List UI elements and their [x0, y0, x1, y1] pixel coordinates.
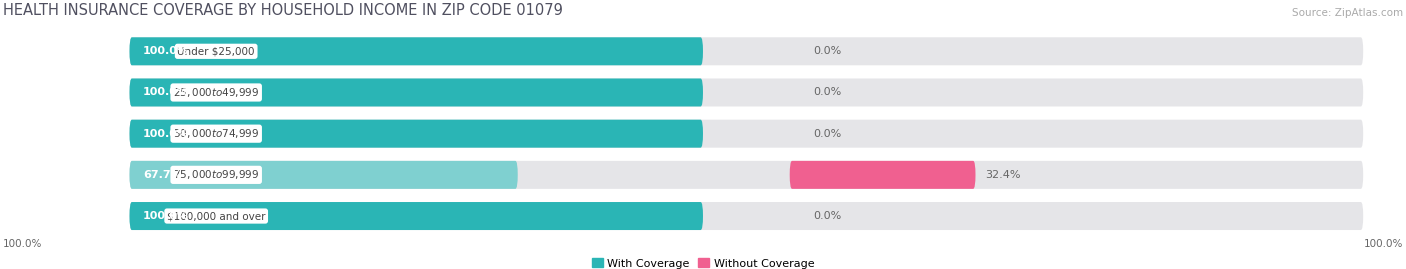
FancyBboxPatch shape: [129, 161, 1364, 189]
FancyBboxPatch shape: [129, 202, 703, 230]
Text: $100,000 and over: $100,000 and over: [167, 211, 266, 221]
Text: Source: ZipAtlas.com: Source: ZipAtlas.com: [1292, 8, 1403, 17]
FancyBboxPatch shape: [129, 202, 1364, 230]
Text: 0.0%: 0.0%: [813, 87, 841, 97]
Text: 100.0%: 100.0%: [143, 46, 188, 56]
FancyBboxPatch shape: [129, 79, 703, 107]
Text: $50,000 to $74,999: $50,000 to $74,999: [173, 127, 259, 140]
Text: 100.0%: 100.0%: [3, 239, 42, 249]
Text: 0.0%: 0.0%: [813, 129, 841, 139]
Text: 0.0%: 0.0%: [813, 211, 841, 221]
Text: 100.0%: 100.0%: [143, 211, 188, 221]
Text: HEALTH INSURANCE COVERAGE BY HOUSEHOLD INCOME IN ZIP CODE 01079: HEALTH INSURANCE COVERAGE BY HOUSEHOLD I…: [3, 2, 562, 17]
FancyBboxPatch shape: [129, 79, 1364, 107]
FancyBboxPatch shape: [129, 161, 517, 189]
Text: 100.0%: 100.0%: [1364, 239, 1403, 249]
FancyBboxPatch shape: [129, 120, 703, 148]
FancyBboxPatch shape: [790, 161, 976, 189]
Text: $75,000 to $99,999: $75,000 to $99,999: [173, 168, 259, 181]
FancyBboxPatch shape: [129, 37, 703, 65]
Text: 100.0%: 100.0%: [143, 129, 188, 139]
Legend: With Coverage, Without Coverage: With Coverage, Without Coverage: [592, 258, 814, 268]
Text: 32.4%: 32.4%: [986, 170, 1021, 180]
Text: Under $25,000: Under $25,000: [177, 46, 254, 56]
FancyBboxPatch shape: [129, 37, 1364, 65]
Text: 0.0%: 0.0%: [813, 46, 841, 56]
Text: 67.7%: 67.7%: [143, 170, 181, 180]
Text: 100.0%: 100.0%: [143, 87, 188, 97]
Text: $25,000 to $49,999: $25,000 to $49,999: [173, 86, 259, 99]
FancyBboxPatch shape: [129, 120, 1364, 148]
